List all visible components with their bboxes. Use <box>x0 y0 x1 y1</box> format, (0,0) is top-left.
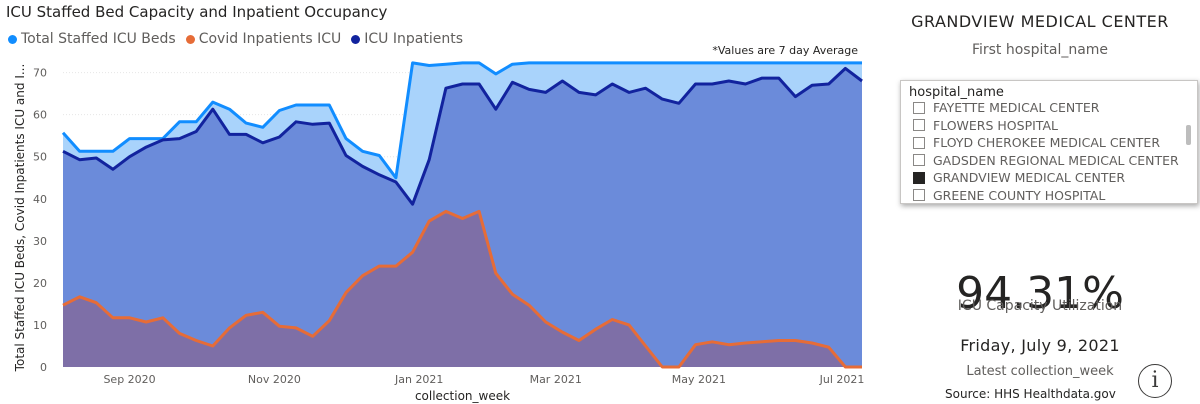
chart-legend[interactable]: Total Staffed ICU Beds Covid Inpatients … <box>8 31 463 47</box>
slicer-scrollbar[interactable] <box>1186 125 1191 145</box>
legend-marker-icon <box>185 34 195 44</box>
slicer-item-fayette[interactable]: FAYETTE MEDICAL CENTER <box>913 99 1179 117</box>
slicer-item-label: FLOWERS HOSPITAL <box>933 117 1058 133</box>
slicer-item-gadsden[interactable]: GADSDEN REGIONAL MEDICAL CENTER <box>913 152 1179 170</box>
source-text: Source: HHS Healthdata.gov <box>945 387 1116 401</box>
slicer-header: hospital_name <box>909 85 1004 100</box>
latest-week-label: Latest collection_week <box>966 364 1114 379</box>
y-tick-label: 40 <box>33 193 47 206</box>
hospital-slicer[interactable]: hospital_name FAYETTE MEDICAL CENTER FLO… <box>900 80 1198 204</box>
series-line-total-staffed-icu-beds <box>61 61 862 180</box>
slicer-item-label: GREENE COUNTY HOSPITAL <box>933 187 1106 203</box>
info-icon[interactable]: i <box>1138 364 1172 398</box>
chart-canvas: 0 10 20 30 40 50 60 70 Sep 2020 Nov 2020 Jan 2021 M… <box>13 44 865 403</box>
slicer-item-grandview[interactable]: GRANDVIEW MEDICAL CENTER <box>913 169 1179 187</box>
checkbox-icon[interactable] <box>913 189 925 202</box>
x-tick-label: Jan 2021 <box>394 373 443 386</box>
x-axis-title: collection_week <box>415 389 510 403</box>
chart-title: ICU Staffed Bed Capacity and Inpatient O… <box>6 3 388 21</box>
latest-week-value: Friday, July 9, 2021 <box>960 336 1120 355</box>
slicer-item-label: FLOYD CHEROKEE MEDICAL CENTER <box>933 135 1161 151</box>
hospital-subtitle: First hospital_name <box>971 42 1109 58</box>
x-tick-label: Sep 2020 <box>103 373 155 386</box>
x-tick-label: Mar 2021 <box>530 373 582 386</box>
legend-marker-icon <box>8 34 17 44</box>
y-tick-label: 10 <box>33 319 47 332</box>
slicer-item-label: GADSDEN REGIONAL MEDICAL CENTER <box>933 152 1179 168</box>
x-tick-label: Nov 2020 <box>248 373 301 386</box>
y-axis-title: Total Staffed ICU Beds, Covid Inpatients… <box>13 64 27 373</box>
checkbox-icon[interactable] <box>913 119 925 132</box>
area-covid-inpatients-icu <box>63 211 862 367</box>
y-tick-label: 60 <box>33 109 47 122</box>
x-tick-label: May 2021 <box>672 373 726 386</box>
y-tick-label: 0 <box>40 361 47 374</box>
checkbox-checked-icon[interactable] <box>913 171 925 184</box>
legend-item-total-beds[interactable]: Total Staffed ICU Beds <box>8 31 176 47</box>
slicer-item-flowers[interactable]: FLOWERS HOSPITAL <box>913 117 1179 135</box>
y-tick-label: 30 <box>33 235 47 248</box>
slicer-list[interactable]: FAYETTE MEDICAL CENTER FLOWERS HOSPITAL … <box>913 99 1179 204</box>
legend-label: Total Staffed ICU Beds <box>21 31 176 47</box>
legend-item-covid-icu[interactable]: Covid Inpatients ICU <box>185 31 342 47</box>
x-tick-label: Jul 2021 <box>819 373 865 386</box>
series-line-covid-inpatients-icu <box>62 209 862 369</box>
legend-marker-icon <box>351 34 361 44</box>
slicer-item-floyd-cherokee[interactable]: FLOYD CHEROKEE MEDICAL CENTER <box>913 134 1179 152</box>
hospital-title: GRANDVIEW MEDICAL CENTER <box>911 12 1169 31</box>
checkbox-icon[interactable] <box>913 101 925 114</box>
y-tick-label: 70 <box>33 67 47 80</box>
series-line-icu-inpatients <box>62 66 863 206</box>
legend-item-icu-inpatients[interactable]: ICU Inpatients <box>351 31 463 47</box>
legend-label: Covid Inpatients ICU <box>198 31 342 47</box>
slicer-item-greene-county[interactable]: GREENE COUNTY HOSPITAL <box>913 187 1179 204</box>
icu-utilization-value: 94.31% <box>956 268 1124 319</box>
chart-note: *Values are 7 day Average <box>712 44 858 57</box>
slicer-item-label: FAYETTE MEDICAL CENTER <box>933 100 1100 116</box>
y-tick-label: 50 <box>33 151 47 164</box>
checkbox-icon[interactable] <box>913 136 925 149</box>
slicer-item-label: GRANDVIEW MEDICAL CENTER <box>933 170 1126 186</box>
icu-utilization-label: ICU Capacity Utilization <box>957 298 1123 314</box>
legend-label: ICU Inpatients <box>364 31 463 47</box>
y-tick-label: 20 <box>33 277 47 290</box>
checkbox-icon[interactable] <box>913 154 925 167</box>
